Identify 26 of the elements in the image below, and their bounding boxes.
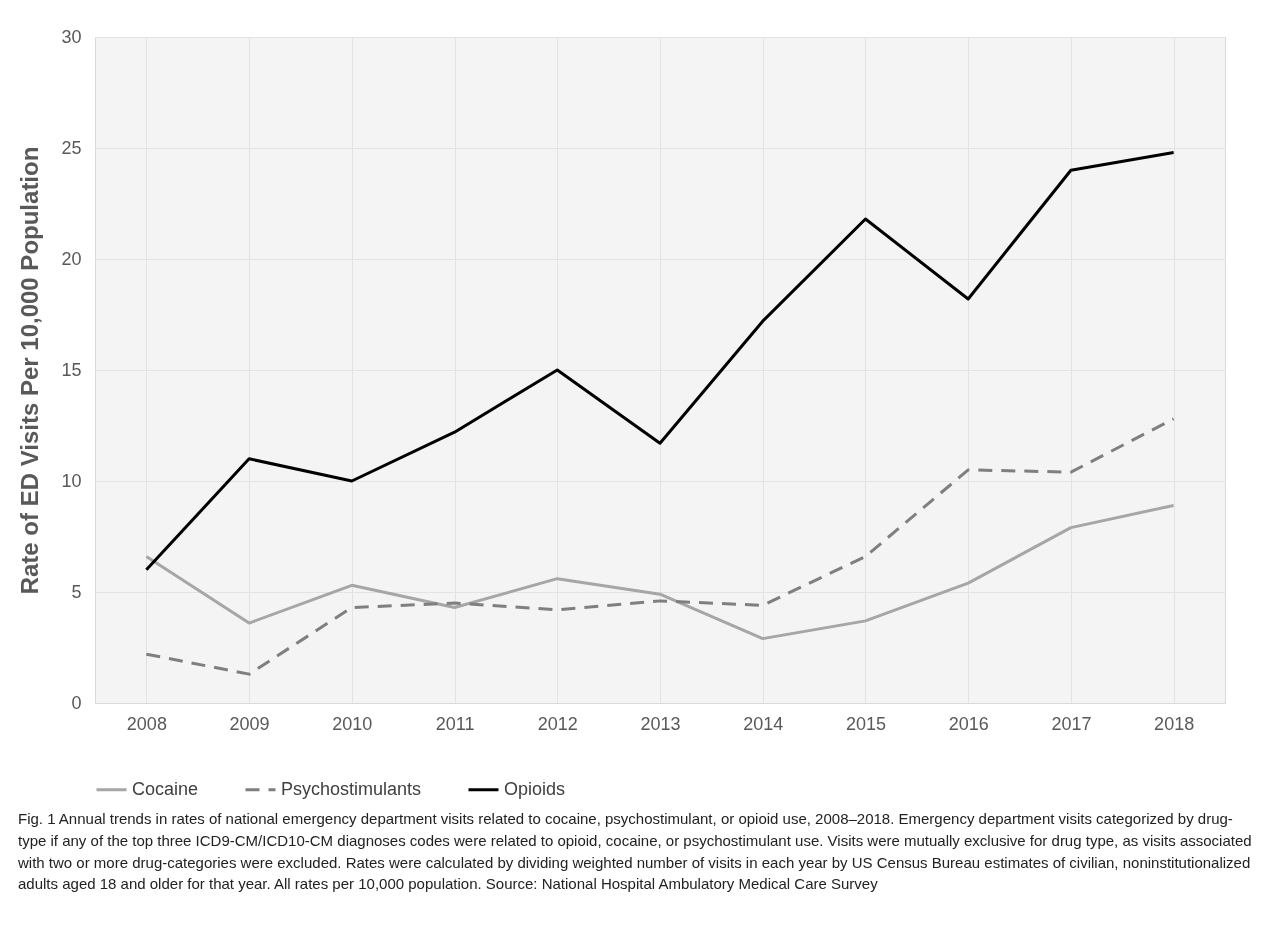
x-tick-label: 2017	[1051, 713, 1092, 734]
x-tick-label: 2018	[1154, 713, 1195, 734]
x-tick-label: 2015	[845, 713, 886, 734]
y-tick-label: 10	[61, 470, 82, 491]
line-series	[144, 503, 1176, 641]
y-tick-label: 5	[71, 581, 82, 602]
y-tick-label: 0	[71, 692, 82, 713]
x-tick-label: 2016	[948, 713, 989, 734]
x-tick-label: 2014	[743, 713, 784, 734]
x-tick-label: 2011	[435, 713, 475, 734]
x-tick-label: 2010	[332, 713, 373, 734]
y-tick-label: 25	[61, 137, 82, 158]
y-tick-label: 20	[61, 248, 82, 269]
caption: Fig. 1 Annual trends in rates of national emergency department visits related to cocaine, psychostimulant, or opioid use, 2008–2018. Emergency department visits categorized by drug-type if any of the top three ICD9-CM/ICD10-CM diagnoses codes were related to opioid, cocaine, or psychostimulant use. Visits were mutually exclusive for drug type, as visits associated with two or more drug-categories were excluded. Rates were calculated by dividing weighted number of visits in each year by US Census Bureau estimates of civilian, noninstitutionalized adults aged 18 and older for that year. All rates per 10,000 population. Source: National Hospital Ambulatory Medical Care Survey	[18, 809, 1253, 895]
line-series	[144, 417, 1176, 676]
x-tick-label: 2012	[537, 713, 578, 734]
line-series	[144, 150, 1176, 572]
y-tick-label: 30	[61, 26, 82, 47]
y-axis-title: Rate of ED Visits Per 10,000 Population	[16, 146, 44, 595]
legend-label: Opioids	[504, 778, 566, 799]
y-tick-label: 15	[61, 359, 82, 380]
legend-label: Psychostimulants	[281, 778, 422, 799]
legend-label: Cocaine	[132, 778, 199, 799]
x-tick-label: 2008	[126, 713, 167, 734]
x-tick-label: 2009	[229, 713, 270, 734]
x-tick-label: 2013	[640, 713, 681, 734]
